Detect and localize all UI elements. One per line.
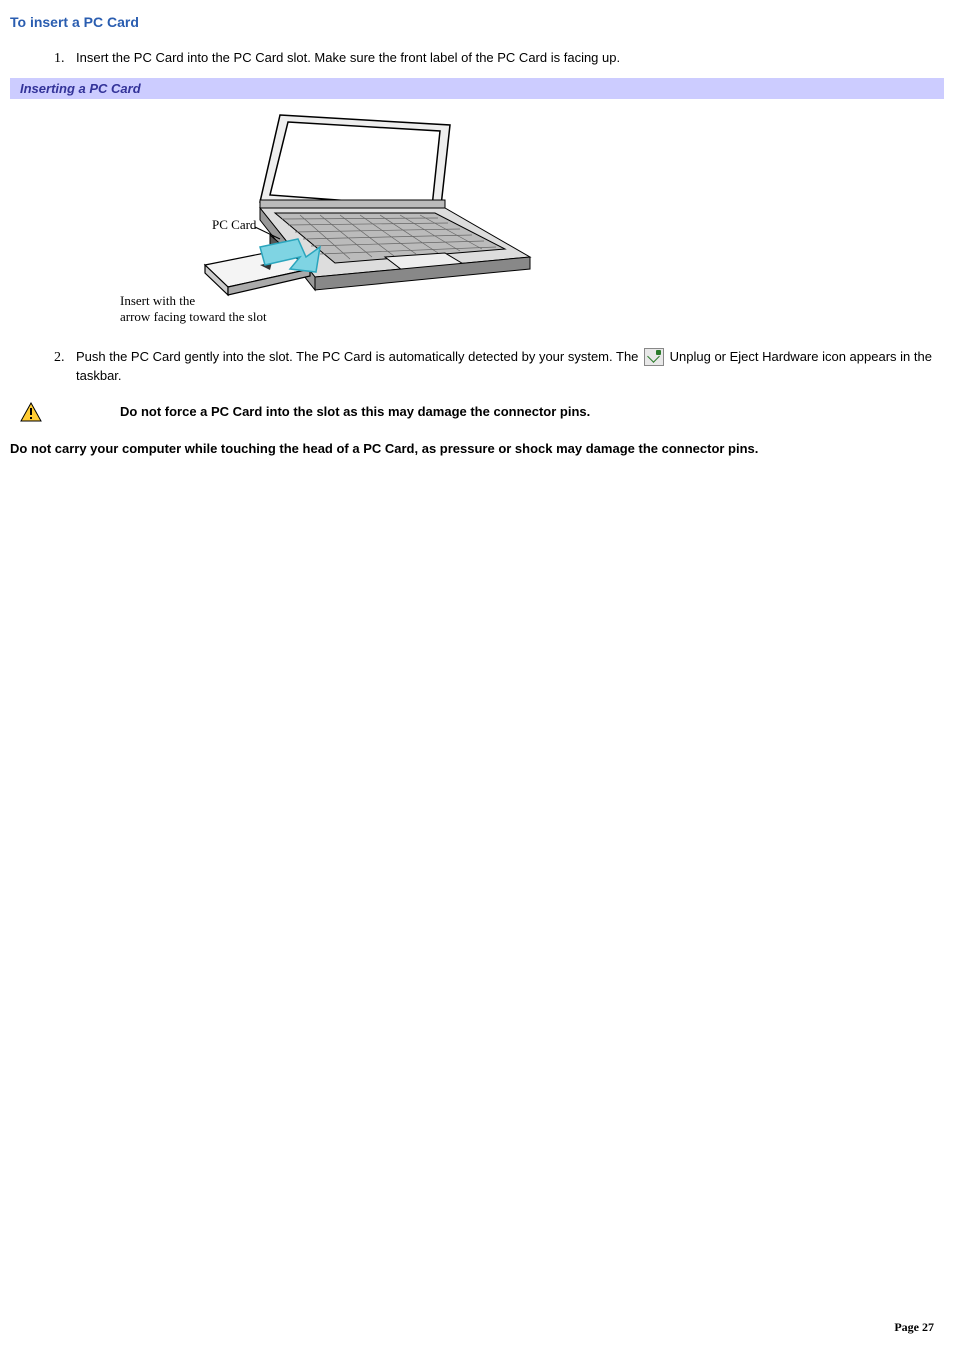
bold-paragraph: Do not carry your computer while touchin… [10, 439, 944, 459]
laptop-illustration: PC Card Insert with the arrow facing tow… [110, 107, 550, 327]
section-title: To insert a PC Card [10, 14, 944, 30]
figure-area: PC Card Insert with the arrow facing tow… [10, 99, 944, 347]
figure-caption-bar: Inserting a PC Card [10, 78, 944, 99]
unplug-eject-icon [644, 348, 664, 366]
warning-text: Do not force a PC Card into the slot as … [120, 402, 590, 419]
document-page: To insert a PC Card Insert the PC Card i… [0, 0, 954, 1351]
step-2-text-a: Push the PC Card gently into the slot. T… [76, 349, 642, 364]
figure-label-insert-1: Insert with the [120, 293, 195, 308]
step-list: Insert the PC Card into the PC Card slot… [10, 48, 944, 68]
step-list-2: Push the PC Card gently into the slot. T… [10, 347, 944, 386]
step-1: Insert the PC Card into the PC Card slot… [68, 48, 944, 68]
warning-block: Do not force a PC Card into the slot as … [10, 402, 944, 425]
step-2: Push the PC Card gently into the slot. T… [68, 347, 944, 386]
warning-icon [20, 402, 42, 425]
page-number: Page 27 [894, 1320, 934, 1335]
figure-label-insert-2: arrow facing toward the slot [120, 309, 267, 324]
figure-label-pccard: PC Card [212, 217, 257, 232]
